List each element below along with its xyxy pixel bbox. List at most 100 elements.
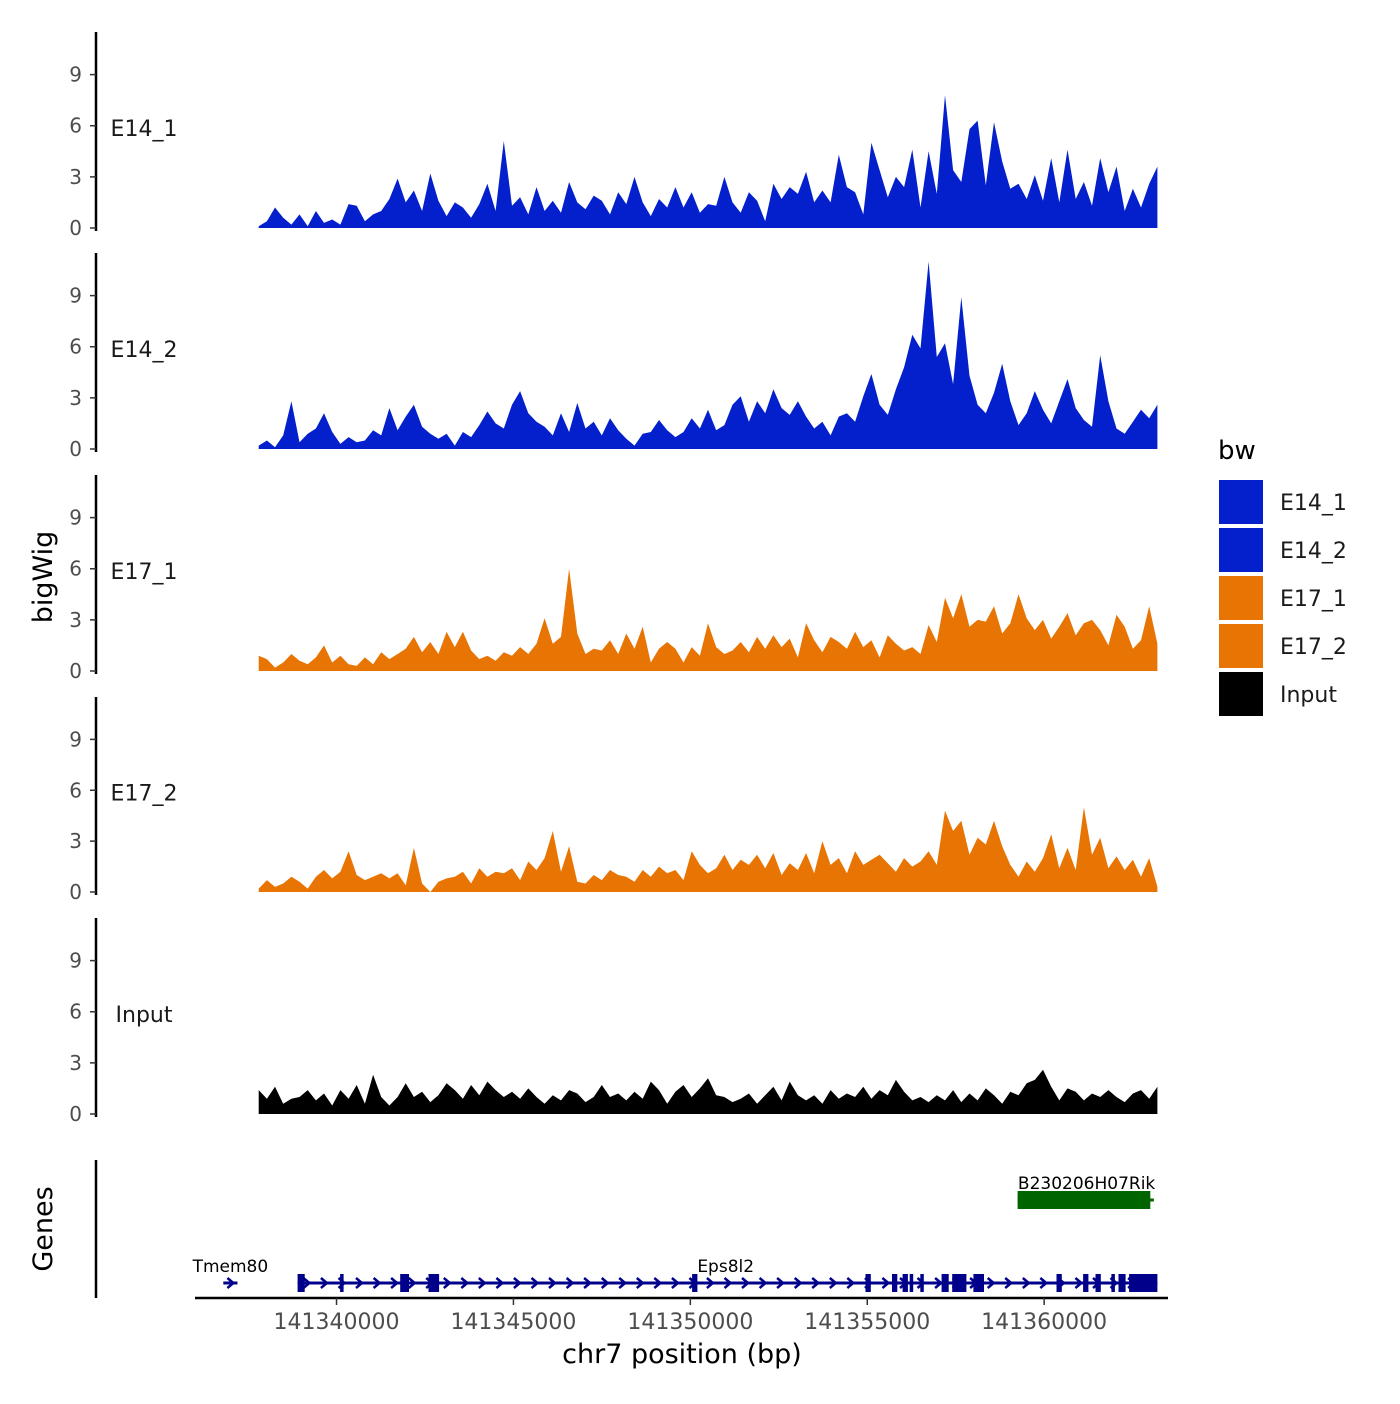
track-area	[258, 95, 1158, 228]
strand-arrow	[706, 1277, 715, 1289]
gene-exon	[952, 1274, 967, 1292]
y-axis-title: bigWig	[28, 531, 59, 624]
strand-arrow	[653, 1277, 663, 1289]
gene-exon	[340, 1274, 344, 1292]
legend-label: Input	[1280, 683, 1337, 708]
strand-arrow	[723, 1277, 733, 1289]
gene-eps8l2: Eps8l2	[297, 1257, 1158, 1292]
gene-exon	[1118, 1274, 1126, 1292]
strand-arrow	[477, 1277, 487, 1289]
gene-exon	[297, 1274, 305, 1292]
x-axis-title: chr7 position (bp)	[562, 1339, 802, 1370]
strand-arrow	[513, 1277, 522, 1289]
legend-label: E17_1	[1280, 587, 1347, 612]
track-label: E14_2	[111, 338, 178, 363]
strand-arrow	[355, 1277, 364, 1289]
strand-arrow	[793, 1277, 803, 1289]
strand-arrow	[881, 1277, 891, 1289]
legend-label: E14_1	[1280, 491, 1347, 516]
strand-arrow	[934, 1277, 944, 1289]
legend-label: E14_2	[1280, 539, 1347, 564]
gene-exon	[973, 1274, 984, 1292]
gene-exon	[1017, 1191, 1151, 1209]
y-tick-label: 3	[69, 1051, 82, 1075]
track-label: E14_1	[111, 117, 178, 142]
legend-swatch	[1219, 480, 1263, 524]
strand-arrow	[1039, 1277, 1049, 1289]
gene-exon	[865, 1274, 871, 1292]
y-tick-label: 6	[69, 114, 82, 138]
strand-arrow	[390, 1277, 400, 1289]
legend-entry-e14-1: E14_1	[1219, 480, 1347, 524]
track-area	[258, 261, 1158, 449]
track-input: 0 3 6 9 Input	[69, 918, 1158, 1126]
legend-entry-e17-1: E17_1	[1219, 576, 1347, 620]
y-tick-label: 0	[69, 437, 82, 461]
legend-entry-input: Input	[1219, 672, 1337, 716]
y-tick-label: 0	[69, 659, 82, 683]
track-area	[258, 807, 1158, 892]
gene-exon	[428, 1274, 440, 1292]
legend-title: bw	[1218, 436, 1256, 466]
gene-tmem80: Tmem80	[192, 1257, 268, 1289]
strand-arrow	[811, 1277, 821, 1289]
strand-arrow	[226, 1277, 236, 1289]
strand-arrow	[600, 1277, 610, 1289]
strand-arrow	[635, 1277, 645, 1289]
x-tick-label: 141350000	[627, 1310, 753, 1335]
track-area	[258, 568, 1158, 671]
y-tick-label: 6	[69, 778, 82, 802]
legend-entry-e17-2: E17_2	[1219, 624, 1347, 668]
strand-arrow	[320, 1277, 329, 1289]
y-tick-label: 9	[69, 949, 82, 973]
strand-arrow	[618, 1277, 628, 1289]
y-tick-label: 9	[69, 63, 82, 87]
genes-panel-label: Genes	[28, 1186, 59, 1271]
strand-arrow	[302, 1277, 312, 1289]
strand-arrow	[776, 1277, 786, 1289]
y-tick-label: 3	[69, 608, 82, 632]
y-tick-label: 0	[69, 880, 82, 904]
legend-swatch	[1219, 624, 1263, 668]
gene-exon	[400, 1274, 409, 1292]
y-tick-label: 9	[69, 284, 82, 308]
y-tick-label: 3	[69, 165, 82, 189]
track-label: E17_2	[111, 781, 178, 806]
strand-arrow	[1074, 1277, 1084, 1289]
track-label: E17_1	[111, 560, 178, 585]
y-tick-label: 6	[69, 1000, 82, 1024]
y-tick-label: 6	[69, 335, 82, 359]
legend-entry-e14-2: E14_2	[1219, 528, 1347, 572]
legend-label: E17_2	[1280, 635, 1347, 660]
gene-b230206h07rik: B230206H07Rik	[1017, 1174, 1156, 1209]
gene-exon	[1056, 1274, 1062, 1292]
gene-exon	[902, 1274, 908, 1292]
track-e14-1: 0 3 6 9 E14_1	[69, 32, 1158, 240]
y-tick-label: 9	[69, 727, 82, 751]
track-e14-2: 0 3 6 9 E14_2	[69, 253, 1158, 461]
y-tick-label: 3	[69, 829, 82, 853]
gene-exon	[941, 1274, 949, 1292]
strand-arrow	[1021, 1277, 1031, 1289]
track-label: Input	[116, 1003, 173, 1028]
x-tick-label: 141340000	[274, 1310, 400, 1335]
gene-exon	[920, 1274, 924, 1292]
y-tick-label: 3	[69, 386, 82, 410]
gene-exon	[1083, 1274, 1089, 1292]
y-tick-label: 0	[69, 216, 82, 240]
x-tick-label: 141345000	[450, 1310, 576, 1335]
strand-arrow	[741, 1277, 750, 1289]
legend-swatch	[1219, 528, 1263, 572]
track-e17-1: 0 3 6 9 E17_1	[69, 475, 1158, 683]
strand-arrow	[407, 1277, 417, 1289]
y-tick-label: 9	[69, 506, 82, 530]
strand-arrow	[530, 1277, 540, 1289]
track-area	[258, 1069, 1158, 1114]
strand-arrow	[1004, 1277, 1014, 1289]
track-e17-2: 0 3 6 9 E17_2	[69, 697, 1158, 904]
strand-arrow	[583, 1277, 593, 1289]
gene-label: B230206H07Rik	[1018, 1174, 1156, 1194]
gene-exon	[692, 1274, 698, 1292]
